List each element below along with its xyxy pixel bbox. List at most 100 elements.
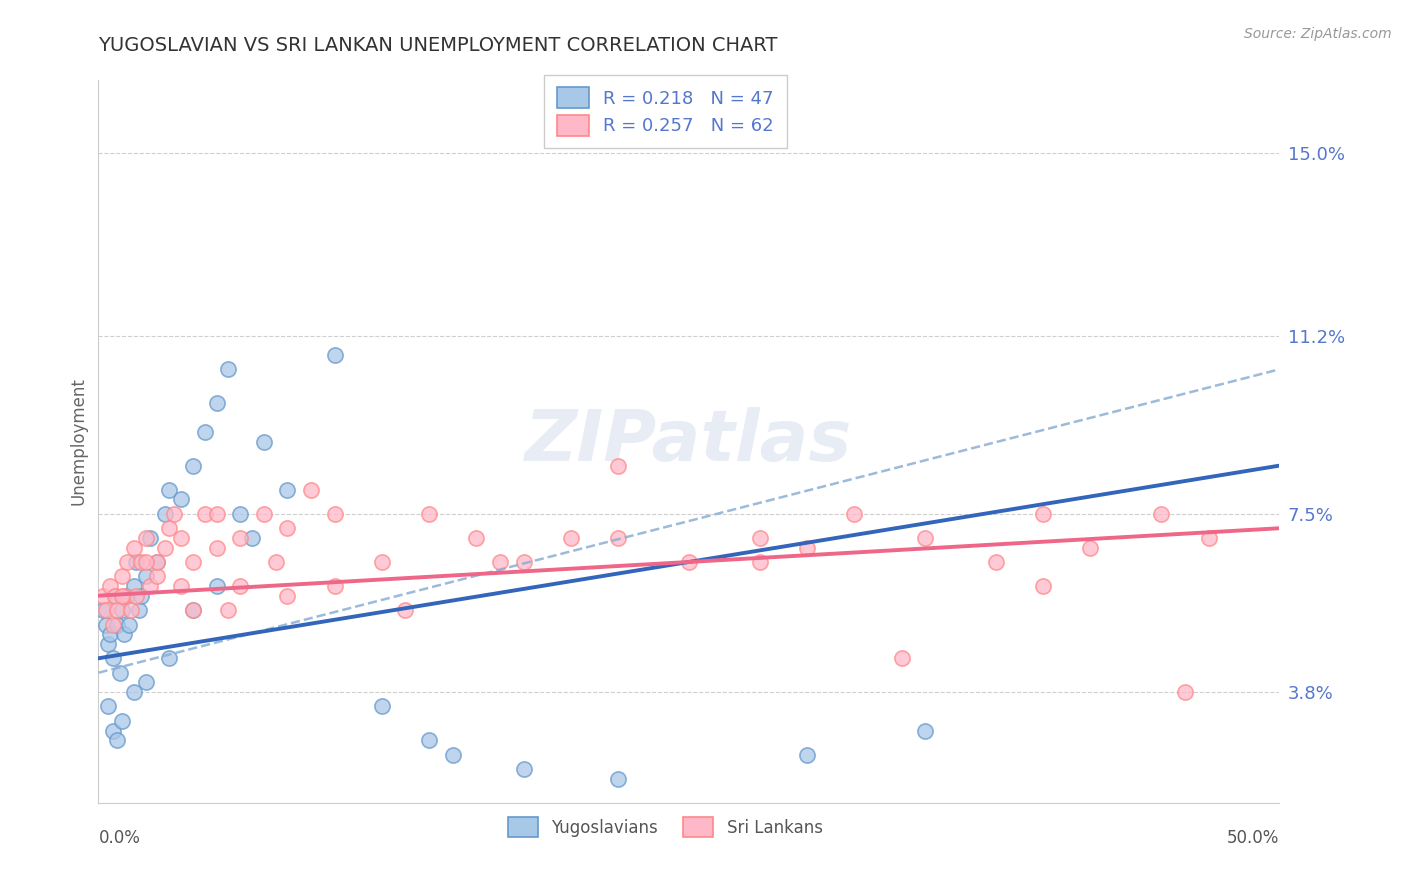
Point (125, 589, 148, 603)
Point (97, 699, 120, 714)
Point (170, 492, 193, 507)
Text: 50.0%: 50.0% (1227, 830, 1279, 847)
Point (205, 541, 228, 555)
Point (112, 627, 135, 641)
Point (112, 589, 135, 603)
Point (181, 603, 204, 617)
Text: ZIPatlas: ZIPatlas (526, 407, 852, 476)
Point (105, 603, 128, 617)
Point (104, 589, 127, 603)
Point (111, 589, 134, 603)
Point (98, 579, 121, 593)
Point (371, 699, 394, 714)
Point (129, 589, 152, 603)
Point (135, 555, 157, 569)
Point (111, 714, 134, 728)
Text: 0.0%: 0.0% (98, 830, 141, 847)
Point (890, 651, 912, 665)
Point (139, 531, 162, 545)
Point (418, 733, 440, 747)
Point (135, 675, 157, 690)
Point (139, 579, 162, 593)
Point (1080, 541, 1102, 555)
Point (118, 617, 141, 632)
Point (748, 555, 770, 569)
Point (1032, 579, 1054, 593)
Point (299, 483, 322, 497)
Point (323, 507, 346, 521)
Point (1174, 685, 1197, 699)
Point (105, 733, 128, 747)
Point (276, 521, 298, 535)
Point (122, 685, 145, 699)
Point (607, 458, 630, 473)
Point (170, 579, 193, 593)
Point (323, 348, 346, 362)
Point (465, 531, 488, 545)
Point (181, 458, 204, 473)
Point (111, 603, 134, 617)
Point (91, 589, 114, 603)
Point (98, 627, 121, 641)
Point (217, 603, 239, 617)
Point (135, 569, 157, 583)
Point (229, 531, 252, 545)
Point (122, 541, 145, 555)
Point (607, 772, 630, 786)
Point (157, 521, 180, 535)
Point (101, 723, 124, 738)
Point (157, 483, 180, 497)
Point (101, 617, 124, 632)
Point (984, 555, 1007, 569)
Point (205, 579, 228, 593)
Point (914, 531, 936, 545)
Point (796, 541, 818, 555)
Y-axis label: Unemployment: Unemployment (69, 377, 87, 506)
Point (264, 555, 287, 569)
Point (146, 569, 169, 583)
Point (94, 603, 117, 617)
Legend: Yugoslavians, Sri Lankans: Yugoslavians, Sri Lankans (499, 809, 831, 845)
Point (129, 555, 152, 569)
Point (489, 555, 512, 569)
Text: YUGOSLAVIAN VS SRI LANKAN UNEMPLOYMENT CORRELATION CHART: YUGOSLAVIAN VS SRI LANKAN UNEMPLOYMENT C… (98, 36, 778, 54)
Point (276, 483, 298, 497)
Point (181, 603, 204, 617)
Point (91, 603, 114, 617)
Point (441, 747, 464, 762)
Text: Source: ZipAtlas.com: Source: ZipAtlas.com (1244, 27, 1392, 41)
Point (796, 747, 818, 762)
Point (135, 531, 157, 545)
Point (229, 507, 252, 521)
Point (153, 541, 176, 555)
Point (122, 579, 145, 593)
Point (607, 531, 630, 545)
Point (170, 531, 193, 545)
Point (194, 507, 217, 521)
Point (512, 762, 534, 776)
Point (512, 555, 534, 569)
Point (115, 589, 138, 603)
Point (94, 617, 117, 632)
Point (111, 569, 134, 583)
Point (146, 555, 169, 569)
Point (128, 603, 150, 617)
Point (394, 603, 416, 617)
Point (1198, 531, 1220, 545)
Point (115, 555, 138, 569)
Point (748, 531, 770, 545)
Point (181, 555, 204, 569)
Point (125, 555, 148, 569)
Point (418, 507, 440, 521)
Point (163, 507, 186, 521)
Point (217, 362, 239, 376)
Point (323, 579, 346, 593)
Point (371, 555, 394, 569)
Point (1150, 507, 1173, 521)
Point (153, 507, 176, 521)
Point (253, 434, 276, 449)
Point (844, 507, 866, 521)
Point (560, 531, 582, 545)
Point (121, 603, 143, 617)
Point (678, 555, 700, 569)
